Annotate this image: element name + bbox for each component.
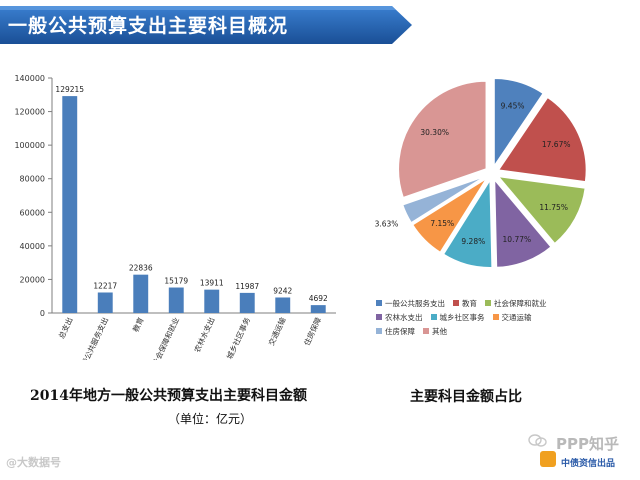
x-tick-label: 住房保障 [301, 315, 323, 347]
bar [204, 289, 220, 313]
legend-swatch [376, 314, 382, 320]
bar [239, 292, 255, 313]
wechat-icon [528, 434, 547, 447]
legend-label: 社会保障和就业 [494, 298, 547, 308]
legend-item: 住房保障 [376, 326, 415, 337]
bar-data-label: 129215 [55, 85, 84, 94]
legend-item: 社会保障和就业 [485, 298, 547, 309]
legend-swatch [376, 300, 382, 306]
bar-chart-caption: 2014年地方一般公共预算支出主要科目金额 [30, 388, 307, 404]
legend-item: 一般公共服务支出 [376, 298, 445, 309]
bar-data-label: 22836 [129, 264, 153, 273]
x-tick-label: 一般公共服务支出 [76, 316, 110, 360]
pie-slice [401, 175, 487, 224]
legend-swatch [492, 314, 499, 320]
title-banner [0, 6, 412, 44]
pie-legend: 一般公共服务支出 教育 社会保障和就业农林水支出 城乡社区事务 交通运输住房保障 其他 [376, 296, 636, 338]
y-tick-label: 20000 [20, 275, 45, 284]
watermark-right-small: 中债资信出品 [561, 459, 616, 469]
bar [275, 297, 291, 313]
pie-slice [411, 177, 488, 254]
brand-logo-icon [540, 451, 556, 467]
bar [133, 274, 149, 313]
watermark-right: PPP知乎 [556, 435, 619, 453]
bar-chart-unit: （单位：亿元） [168, 412, 253, 426]
legend-row: 一般公共服务支出 教育 社会保障和就业 [376, 296, 636, 310]
bar-data-label: 12217 [93, 281, 117, 290]
x-tick-label: 城乡社区事务 [224, 315, 252, 360]
bar [97, 292, 113, 313]
legend-row: 农林水支出 城乡社区事务 交通运输 [376, 310, 636, 324]
pie-slice [496, 175, 587, 245]
legend-label: 其他 [432, 326, 447, 336]
pie-data-label: 9.45% [501, 102, 525, 111]
legend-label: 一般公共服务支出 [385, 298, 445, 308]
pie-data-label: 10.77% [503, 235, 532, 244]
legend-swatch [430, 314, 437, 320]
y-tick-label: 120000 [14, 108, 45, 117]
y-tick-label: 140000 [14, 74, 45, 83]
legend-row: 住房保障 其他 [376, 324, 636, 338]
x-tick-label: 社会保障和就业 [150, 315, 181, 360]
y-tick-label: 40000 [20, 242, 45, 251]
pie-slice [397, 80, 488, 199]
legend-swatch [423, 328, 429, 334]
pie-chart: 9.45% 17.67% 11.75% 10.77% 9.28% 7.15% 3.63% 30… [375, 77, 588, 269]
bar [62, 96, 78, 313]
legend-item: 城乡社区事务 [430, 312, 485, 323]
legend-item: 教育 [453, 298, 477, 309]
y-tick-label: 0 [40, 309, 45, 318]
pie-slice [493, 177, 553, 269]
pie-data-label: 7.15% [430, 219, 454, 228]
x-tick-label: 教育 [130, 315, 146, 333]
legend-swatch [376, 328, 382, 334]
bar-chart: 0 20000 40000 60000 80000 100000 120000 140000 1… [14, 74, 336, 360]
legend-swatch [453, 300, 459, 306]
y-tick-label: 60000 [20, 208, 45, 217]
x-tick-label: 农林水支出 [192, 316, 217, 354]
pie-data-label: 17.67% [542, 140, 571, 149]
bar [168, 287, 184, 313]
legend-label: 住房保障 [385, 326, 415, 336]
legend-item: 农林水支出 [376, 312, 423, 323]
pie-slice [493, 77, 545, 169]
pie-data-label: 11.75% [539, 203, 568, 212]
pie-chart-caption: 主要科目金额占比 [410, 389, 522, 405]
legend-swatch [485, 300, 491, 306]
y-tick-label: 100000 [14, 141, 45, 150]
legend-label: 城乡社区事务 [439, 312, 485, 322]
bar-data-label: 9242 [273, 286, 292, 295]
legend-label: 交通运输 [501, 312, 532, 322]
page-title: 一般公共预算支出主要科目概况 [8, 15, 289, 37]
pie-data-label: 9.28% [461, 237, 485, 246]
pie-slice [442, 177, 493, 269]
bar-data-label: 11987 [235, 282, 259, 291]
x-tick-label: 总支出 [56, 316, 75, 341]
bar [310, 305, 326, 313]
legend-item: 其他 [423, 326, 447, 337]
y-tick-label: 80000 [20, 175, 45, 184]
pie-data-label: 3.63% [375, 220, 399, 229]
legend-label: 农林水支出 [385, 312, 423, 322]
bar-data-label: 15179 [164, 277, 188, 286]
legend-item: 交通运输 [492, 312, 532, 323]
watermark-left: @大数据号 [6, 456, 61, 469]
bar-data-label: 13911 [200, 279, 224, 288]
pie-slice [497, 96, 588, 183]
bar-data-label: 4692 [309, 294, 328, 303]
legend-label: 教育 [462, 298, 477, 308]
x-tick-label: 交通运输 [266, 315, 288, 347]
pie-data-label: 30.30% [420, 128, 449, 137]
